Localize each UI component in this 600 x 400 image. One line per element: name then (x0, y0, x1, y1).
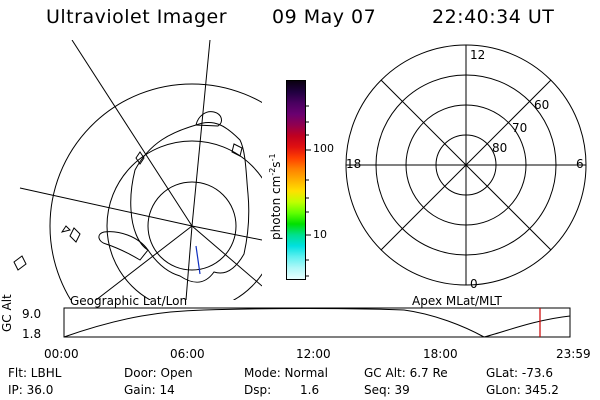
colorbar-tick-label: 10 (313, 228, 327, 241)
door-readout: Door: Open (124, 366, 193, 380)
mlt-panel-caption: Apex MLat/MLT (412, 294, 502, 308)
timeline-xtick: 18:00 (423, 347, 458, 361)
timeline-xtick: 06:00 (170, 347, 205, 361)
mlat-label: 80 (492, 141, 507, 155)
colorbar-unit-label: photon cm-2s-1 (268, 153, 283, 240)
colorbar-gradient (287, 81, 305, 279)
satellite-track (195, 245, 201, 275)
peninsula-coastline (98, 231, 149, 261)
date-label: 09 May 07 (272, 6, 377, 28)
unit-text: photon cm (269, 175, 283, 240)
timeline-ylabel: GC Alt (0, 294, 14, 332)
time-label: 22:40:34 UT (432, 6, 555, 28)
island-coastline (69, 227, 81, 243)
altitude-curve (63, 308, 571, 338)
seq-readout: Seq: 39 (364, 383, 410, 397)
meridian-line (19, 187, 193, 227)
meridian-line (191, 225, 262, 287)
geo-panel-caption: Geographic Lat/Lon (70, 294, 188, 308)
dsp-value: 1.6 (300, 383, 320, 397)
glat-readout: GLat: -73.6 (486, 366, 553, 380)
timeline-xtick: 23:59 (556, 347, 591, 361)
meridian-line (95, 225, 193, 300)
mlat-label: 70 (512, 121, 527, 135)
instrument-title: Ultraviolet Imager (46, 6, 228, 28)
mlt-polar-grid: 12 18 6 0 60 70 80 (345, 44, 587, 290)
unit-seconds: s (269, 161, 283, 168)
gc-alt-readout: GC Alt: 6.7 Re (364, 366, 448, 380)
mlt-label-left: 18 (346, 157, 361, 171)
lat-circle (106, 140, 262, 300)
unit-exponent: -2 (268, 167, 277, 176)
timeline-xtick: 12:00 (296, 347, 331, 361)
colorbar-tick-label: 100 (313, 142, 334, 155)
unit-exponent: -1 (268, 153, 277, 162)
glon-readout: GLon: 345.2 (486, 383, 559, 397)
mlt-line (380, 79, 552, 251)
gain-readout: Gain: 14 (124, 383, 175, 397)
filter-readout: Flt: LBHL (8, 366, 62, 380)
geographic-map (13, 40, 262, 300)
mlat-label: 60 (534, 98, 549, 112)
island-coastline (13, 255, 27, 271)
mlt-label-top: 12 (470, 48, 485, 62)
mlt-label-right: 6 (576, 157, 584, 171)
coastline-detail (195, 111, 222, 127)
timeline-frame (63, 307, 571, 338)
ip-readout: IP: 36.0 (8, 383, 54, 397)
mode-readout: Mode: Normal (244, 366, 328, 380)
island-coastline (231, 143, 243, 157)
dsp-label: Dsp: (244, 383, 272, 397)
mlt-label-bottom: 0 (470, 277, 478, 290)
meridian-line (71, 40, 193, 227)
island-coastline (60, 225, 71, 233)
coastline (130, 121, 250, 283)
lat-circle (49, 83, 262, 300)
meridian-line (191, 225, 262, 241)
timeline-ytick: 9.0 (22, 307, 42, 321)
timeline-xtick: 00:00 (44, 347, 79, 361)
meridian-line (191, 40, 211, 227)
meridian-line (185, 225, 193, 300)
island-coastline (135, 151, 145, 165)
altitude-timeline (63, 307, 571, 338)
timeline-ytick: 1.8 (22, 327, 42, 341)
colorbar (286, 80, 306, 280)
colorbar-ticks (306, 105, 311, 277)
lat-circle (147, 181, 237, 271)
